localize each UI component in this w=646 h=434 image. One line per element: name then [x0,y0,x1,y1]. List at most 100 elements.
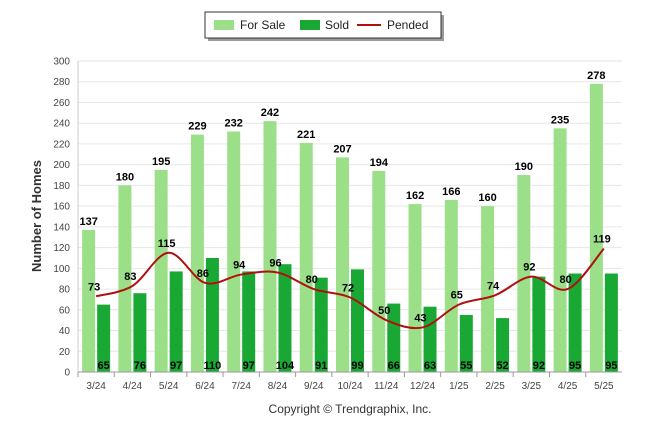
legend-label-sold: Sold [325,18,349,32]
label-for-sale: 232 [225,117,243,129]
y-tick-300: 300 [53,57,70,68]
legend-swatch-sold [300,20,320,30]
bar-sold [169,271,183,372]
label-sold: 97 [243,360,255,372]
bar-for-sale [82,229,96,372]
legend: For Sale Sold Pended [204,11,444,41]
y-tick-60: 60 [59,305,71,316]
label-for-sale: 195 [152,156,170,168]
label-sold: 92 [533,360,545,372]
copyright-text: Copyright © Trendgraphix, Inc. [269,402,432,416]
label-pended: 80 [559,274,571,286]
bar-sold [496,318,510,372]
y-tick-0: 0 [64,368,70,379]
bars [82,83,618,372]
bar-for-sale [408,204,422,372]
bar-for-sale [444,199,458,372]
bar-sold [459,314,473,372]
bar-sold [314,277,328,372]
bar-for-sale [589,83,603,372]
label-for-sale: 137 [79,216,97,228]
label-for-sale: 166 [442,186,460,198]
label-sold: 76 [134,360,146,372]
bar-for-sale [190,134,204,372]
y-tick-140: 140 [53,222,70,233]
y-tick-220: 220 [53,139,70,150]
y-axis-title: Number of Homes [29,160,44,272]
label-sold: 95 [569,360,581,372]
label-sold: 99 [351,360,363,372]
label-for-sale: 207 [333,143,351,155]
label-pended: 92 [523,262,535,274]
y-tick-200: 200 [53,160,70,171]
x-tick: 4/25 [558,381,578,392]
pended-line [95,247,605,330]
label-sold: 52 [496,360,508,372]
label-for-sale: 180 [116,171,134,183]
bar-sold [351,269,364,372]
label-pended: 94 [233,260,246,272]
pended-line-path [95,247,605,330]
bar-sold [532,276,546,372]
label-pended: 74 [487,280,500,292]
label-pended: 72 [342,282,354,294]
label-for-sale: 162 [406,190,424,202]
x-tick: 5/24 [159,381,179,392]
label-pended: 43 [414,312,426,324]
bar-sold [568,273,582,372]
label-sold: 66 [388,360,400,372]
bar-sold [242,271,256,372]
y-tick-180: 180 [53,181,70,192]
y-tick-240: 240 [53,119,70,130]
bar-sold [133,293,147,372]
x-tick: 3/24 [86,381,106,392]
legend-label-for-sale: For Sale [240,18,286,32]
bar-sold [205,257,219,372]
x-tick: 7/24 [231,381,251,392]
x-tick: 10/24 [337,381,362,392]
gridlines [78,60,622,373]
data-labels: 137 65 180 76 195 97 229 110 232 97 242 104 221 91 207… [79,70,617,372]
label-pended: 65 [451,290,463,302]
y-tick-80: 80 [59,285,71,296]
x-tick: 3/25 [522,381,542,392]
y-tick-260: 260 [53,98,70,109]
label-for-sale: 278 [587,70,605,82]
label-pended: 119 [593,234,611,246]
label-pended: 73 [88,281,100,293]
label-for-sale: 235 [551,114,569,126]
bar-for-sale [517,175,531,372]
bar-for-sale [227,131,241,372]
y-tick-160: 160 [53,202,70,213]
bar-for-sale [336,157,349,372]
label-pended: 83 [124,271,136,283]
label-pended: 50 [378,305,390,317]
x-tick: 8/24 [268,381,288,392]
legend-swatch-for-sale [214,20,234,30]
x-tick: 4/24 [123,381,143,392]
x-tick: 2/25 [485,381,505,392]
label-sold: 110 [204,360,222,372]
bar-for-sale [299,142,313,372]
label-pended: 96 [269,257,281,269]
label-for-sale: 190 [515,161,533,173]
x-tick: 11/24 [374,381,399,392]
legend-label-pended: Pended [387,18,428,32]
bar-sold [387,303,401,372]
label-sold: 55 [460,360,472,372]
y-tick-120: 120 [53,243,70,254]
label-for-sale: 194 [370,157,389,169]
y-tick-100: 100 [53,264,70,275]
label-for-sale: 229 [188,121,206,133]
bar-for-sale [263,121,277,372]
label-sold: 104 [276,360,295,372]
label-sold: 65 [98,360,110,372]
x-tick: 1/25 [449,381,469,392]
y-tick-20: 20 [59,347,71,358]
label-sold: 63 [424,360,436,372]
label-sold: 97 [170,360,182,372]
y-tick-40: 40 [59,326,71,337]
bar-sold [604,273,618,372]
bar-for-sale [372,170,386,372]
